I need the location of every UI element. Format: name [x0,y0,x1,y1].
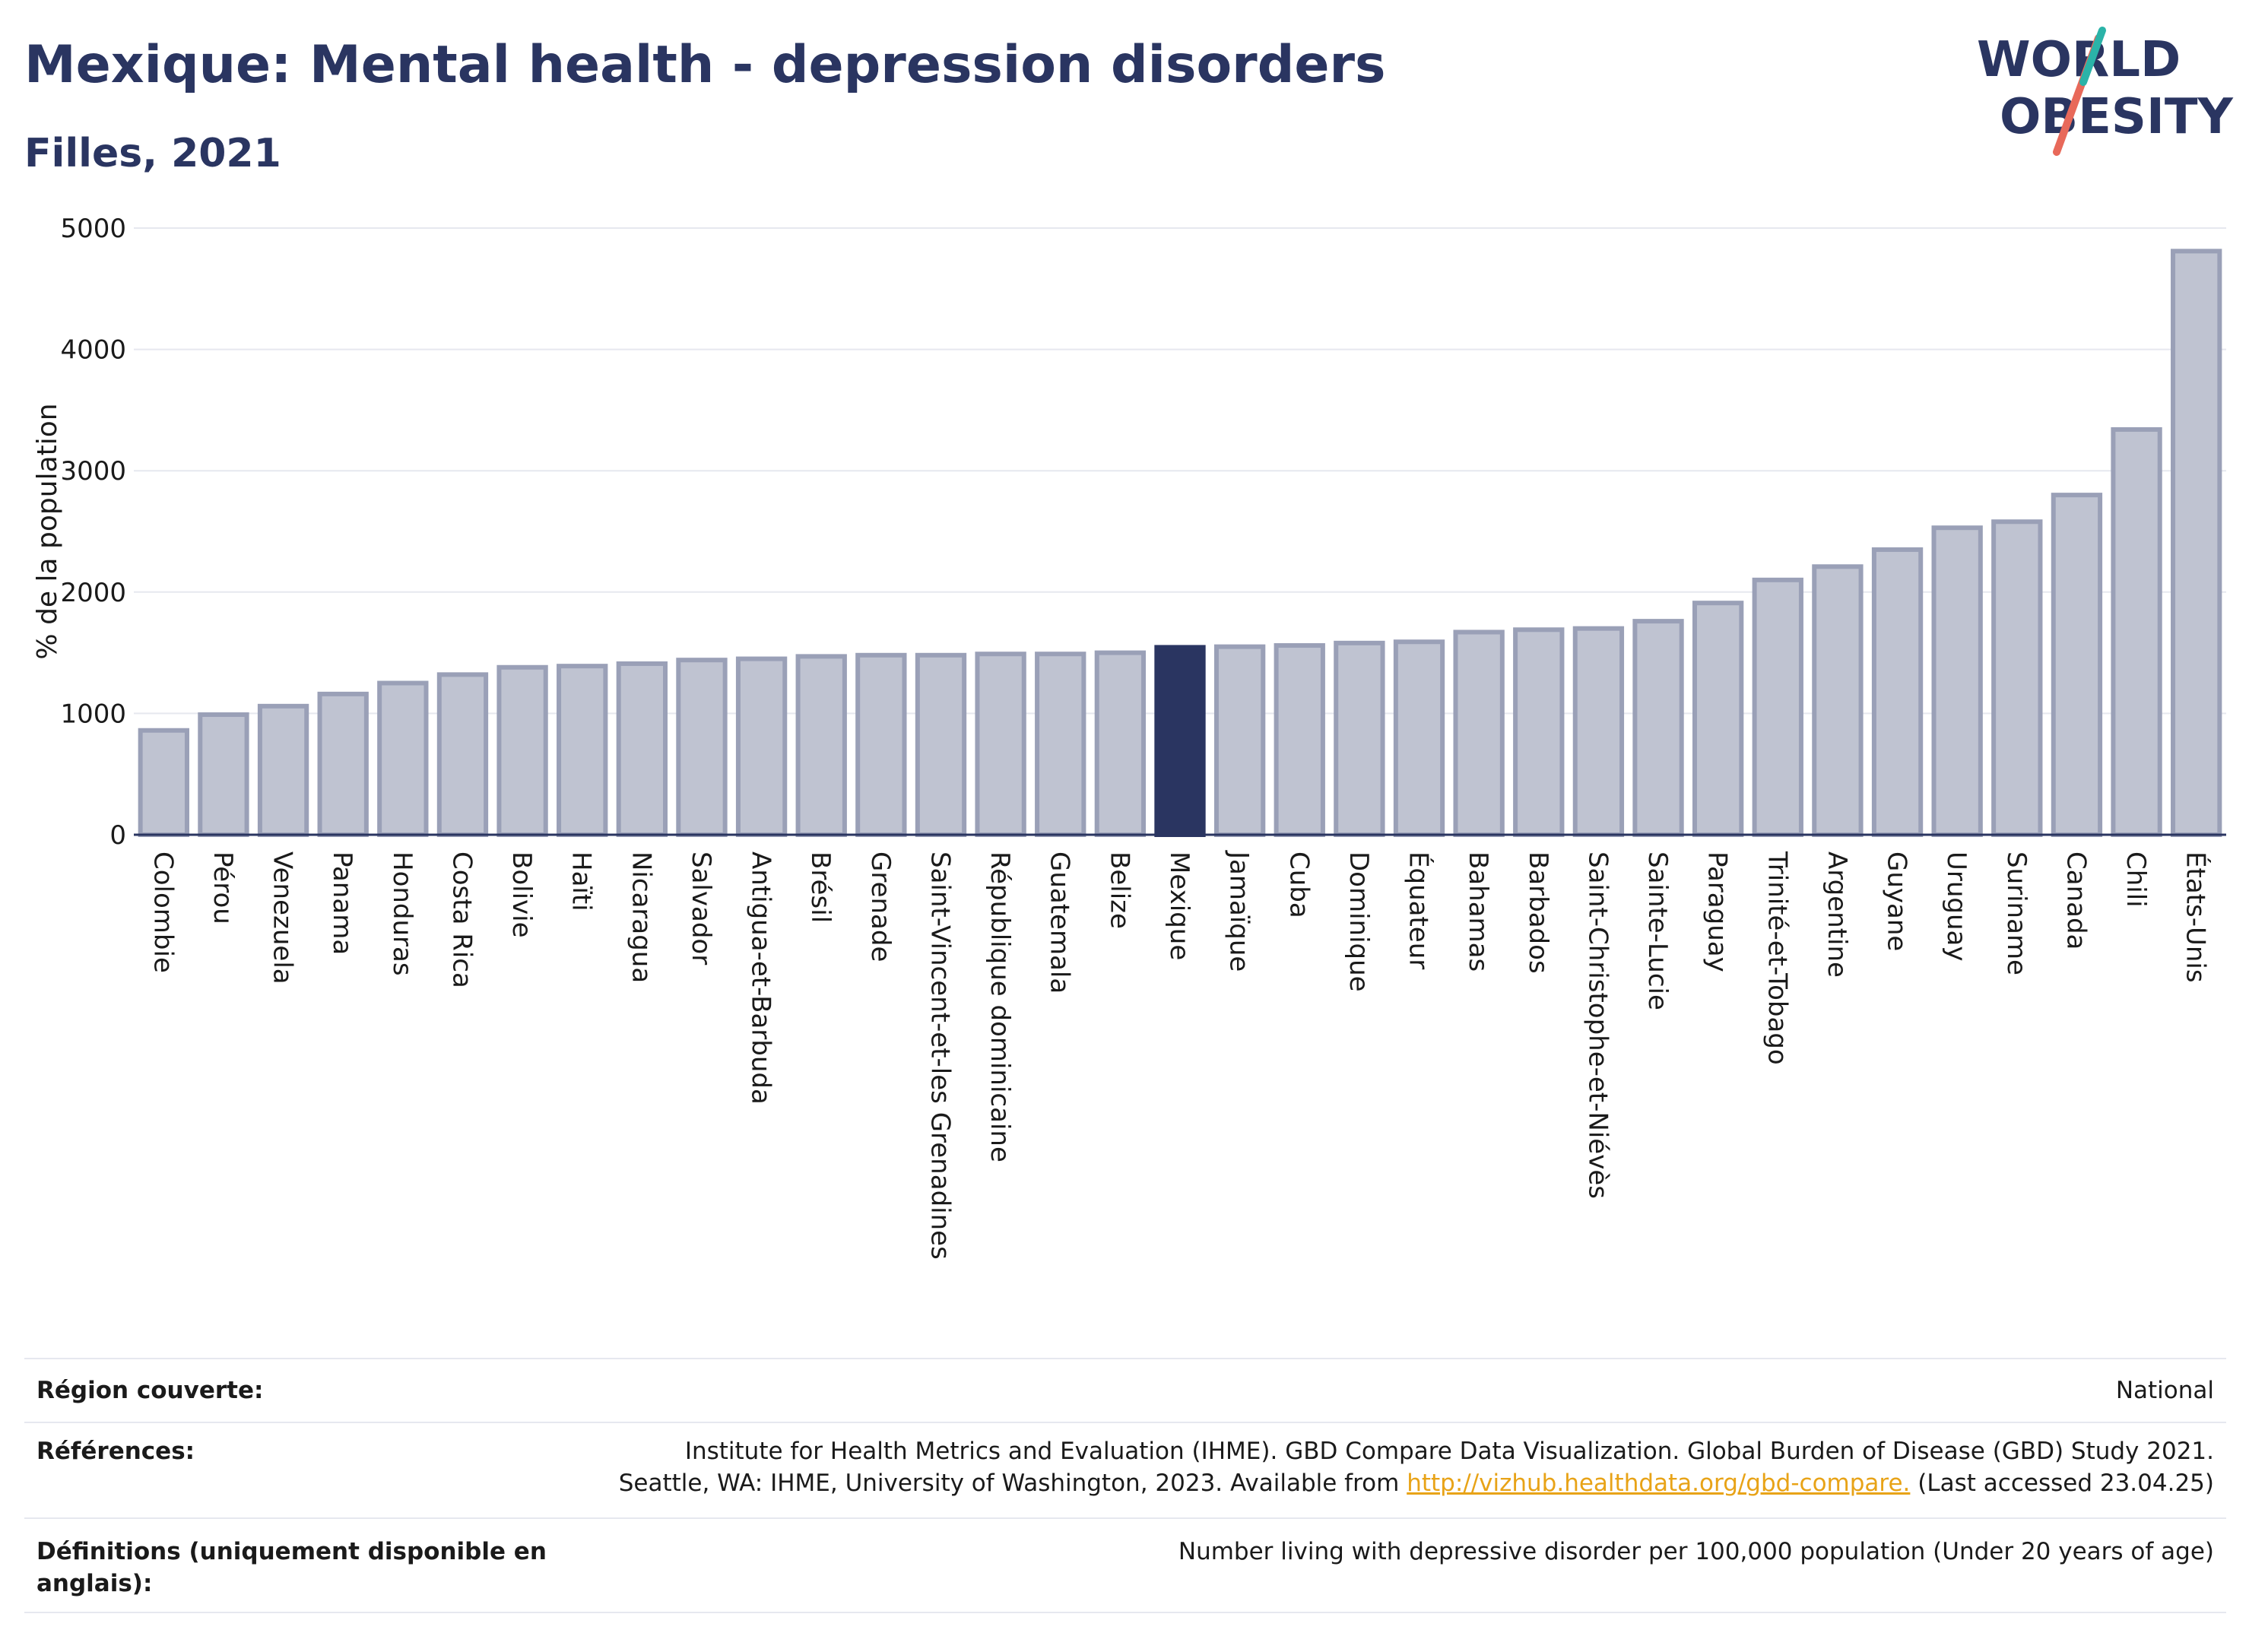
bar [1213,644,1266,837]
info-row-definitions: Définitions (uniquement disponible en an… [24,1517,2226,1613]
references-value: Institute for Health Metrics and Evaluat… [619,1435,2214,1499]
x-tick-label: Belize [1104,851,1134,929]
x-tick-label: Barbados [1523,851,1553,974]
y-tick-label: 1000 [60,699,126,729]
logo-slash-accent-icon [2079,27,2106,86]
bar [377,680,429,837]
bar [1752,577,1803,838]
bar [1334,640,1385,837]
x-tick-label: Paraguay [1702,851,1733,972]
chart-title: Mexique: Mental health - depression diso… [24,35,1386,95]
world-obesity-logo: WORLD OBESITY [1977,27,2233,156]
y-tick-label: 3000 [60,456,126,487]
bar [1513,627,1565,837]
bar [735,656,788,838]
bar [795,654,847,837]
x-tick-label: Panama [327,851,357,955]
info-table: Région couverte: National Références: In… [24,1358,2226,1613]
bar [1931,525,1983,837]
bar [257,703,309,837]
x-tick-label: Mexique [1164,851,1194,960]
x-tick-label: Salvador [686,851,716,965]
bar-chart: 0 1000 2000 3000 4000 5000 % de la population C… [32,214,2226,1260]
bar [1274,643,1325,837]
x-tick-label: Guatemala [1045,851,1075,994]
bar [855,652,907,837]
x-tick-label: Bahamas [1463,851,1493,972]
x-tick-label: Équateur [1404,851,1435,969]
region-value: National [2115,1377,2214,1404]
x-tick-label: Saint-Vincent-et-les Grenadines [925,851,955,1260]
x-tick-label: Antigua-et-Barbuda [746,851,776,1105]
x-tick-label: Venezuela [268,851,298,985]
logo-line2: OBESITY [2000,89,2233,145]
bar [1393,639,1445,838]
definitions-label: Définitions (uniquement disponible en an… [36,1538,547,1597]
bar [2111,426,2162,837]
x-tick-label: Chili [2121,851,2151,908]
y-tick-label: 2000 [60,578,126,608]
bar [138,728,189,838]
y-axis-label: % de la population [32,403,63,659]
y-tick-label: 5000 [60,214,126,244]
x-tick-label: Saint-Christophe-et-Niévès [1582,851,1613,1199]
bar [1812,564,1864,837]
x-tick-label: Bolivie [506,851,537,938]
references-link[interactable]: http://vizhub.healthdata.org/gbd-compare… [1407,1470,1911,1497]
bar [1632,619,1684,837]
x-tick-label: Argentine [1822,851,1852,978]
bar [557,664,608,837]
bar [436,672,489,837]
y-tick-label: 4000 [60,335,126,366]
bar [676,658,728,838]
bar [1692,601,1744,837]
references-line2-post: (Last accessed 23.04.25) [1918,1470,2214,1497]
bar [2171,249,2222,838]
info-row-references: Références: Institute for Health Metrics… [24,1422,2226,1517]
x-tick-label: Trinité-et-Tobago [1762,851,1792,1065]
x-tick-label: Pérou [208,851,238,924]
info-row-region: Région couverte: National [24,1358,2226,1422]
references-line1: Institute for Health Metrics and Evaluat… [684,1438,2214,1465]
bar [496,664,548,838]
x-tick-label: Honduras [387,851,417,976]
references-label: Références: [36,1438,195,1465]
x-tick-label: Cuba [1283,851,1314,918]
bar [1035,652,1086,837]
bar [1154,645,1206,838]
x-tick-label: Uruguay [1941,851,1971,962]
bar [616,661,668,837]
definitions-value: Number living with depressive disorder p… [1178,1538,2214,1565]
x-tick-label: Dominique [1343,851,1374,992]
x-tick-label: Brésil [805,851,836,923]
bar [1453,629,1505,838]
bar [915,652,967,837]
y-tick-label: 0 [109,820,126,851]
bar [1871,547,1924,837]
references-line2: Seattle, WA: IHME, University of Washing… [619,1467,2214,1499]
x-tick-label: Colombie [148,851,178,973]
region-label: Région couverte: [36,1377,264,1404]
x-tick-label: Jamaïque [1224,850,1255,972]
x-tick-label: Sainte-Lucie [1642,851,1673,1010]
bar [198,712,249,837]
x-tick-label: Costa Rica [446,851,477,988]
x-tick-label: République dominicaine [985,851,1015,1162]
bar [975,652,1026,837]
chart-subtitle: Filles, 2021 [24,131,281,176]
bar [1991,519,2043,837]
x-tick-label: Guyane [1882,851,1912,951]
bar [1094,650,1147,837]
bar [317,691,369,838]
x-tick-label: États-Unis [2181,851,2212,983]
x-tick-label: Canada [2060,851,2091,950]
references-line2-pre: Seattle, WA: IHME, University of Washing… [618,1470,1400,1497]
x-tick-label: Haïti [566,851,597,912]
bar [1572,626,1625,837]
bar [2051,493,2103,837]
logo-line1: WORLD [1977,32,2181,88]
x-tick-label: Nicaragua [626,851,656,983]
x-tick-label: Grenade [865,851,896,962]
x-tick-label: Suriname [2001,851,2032,975]
